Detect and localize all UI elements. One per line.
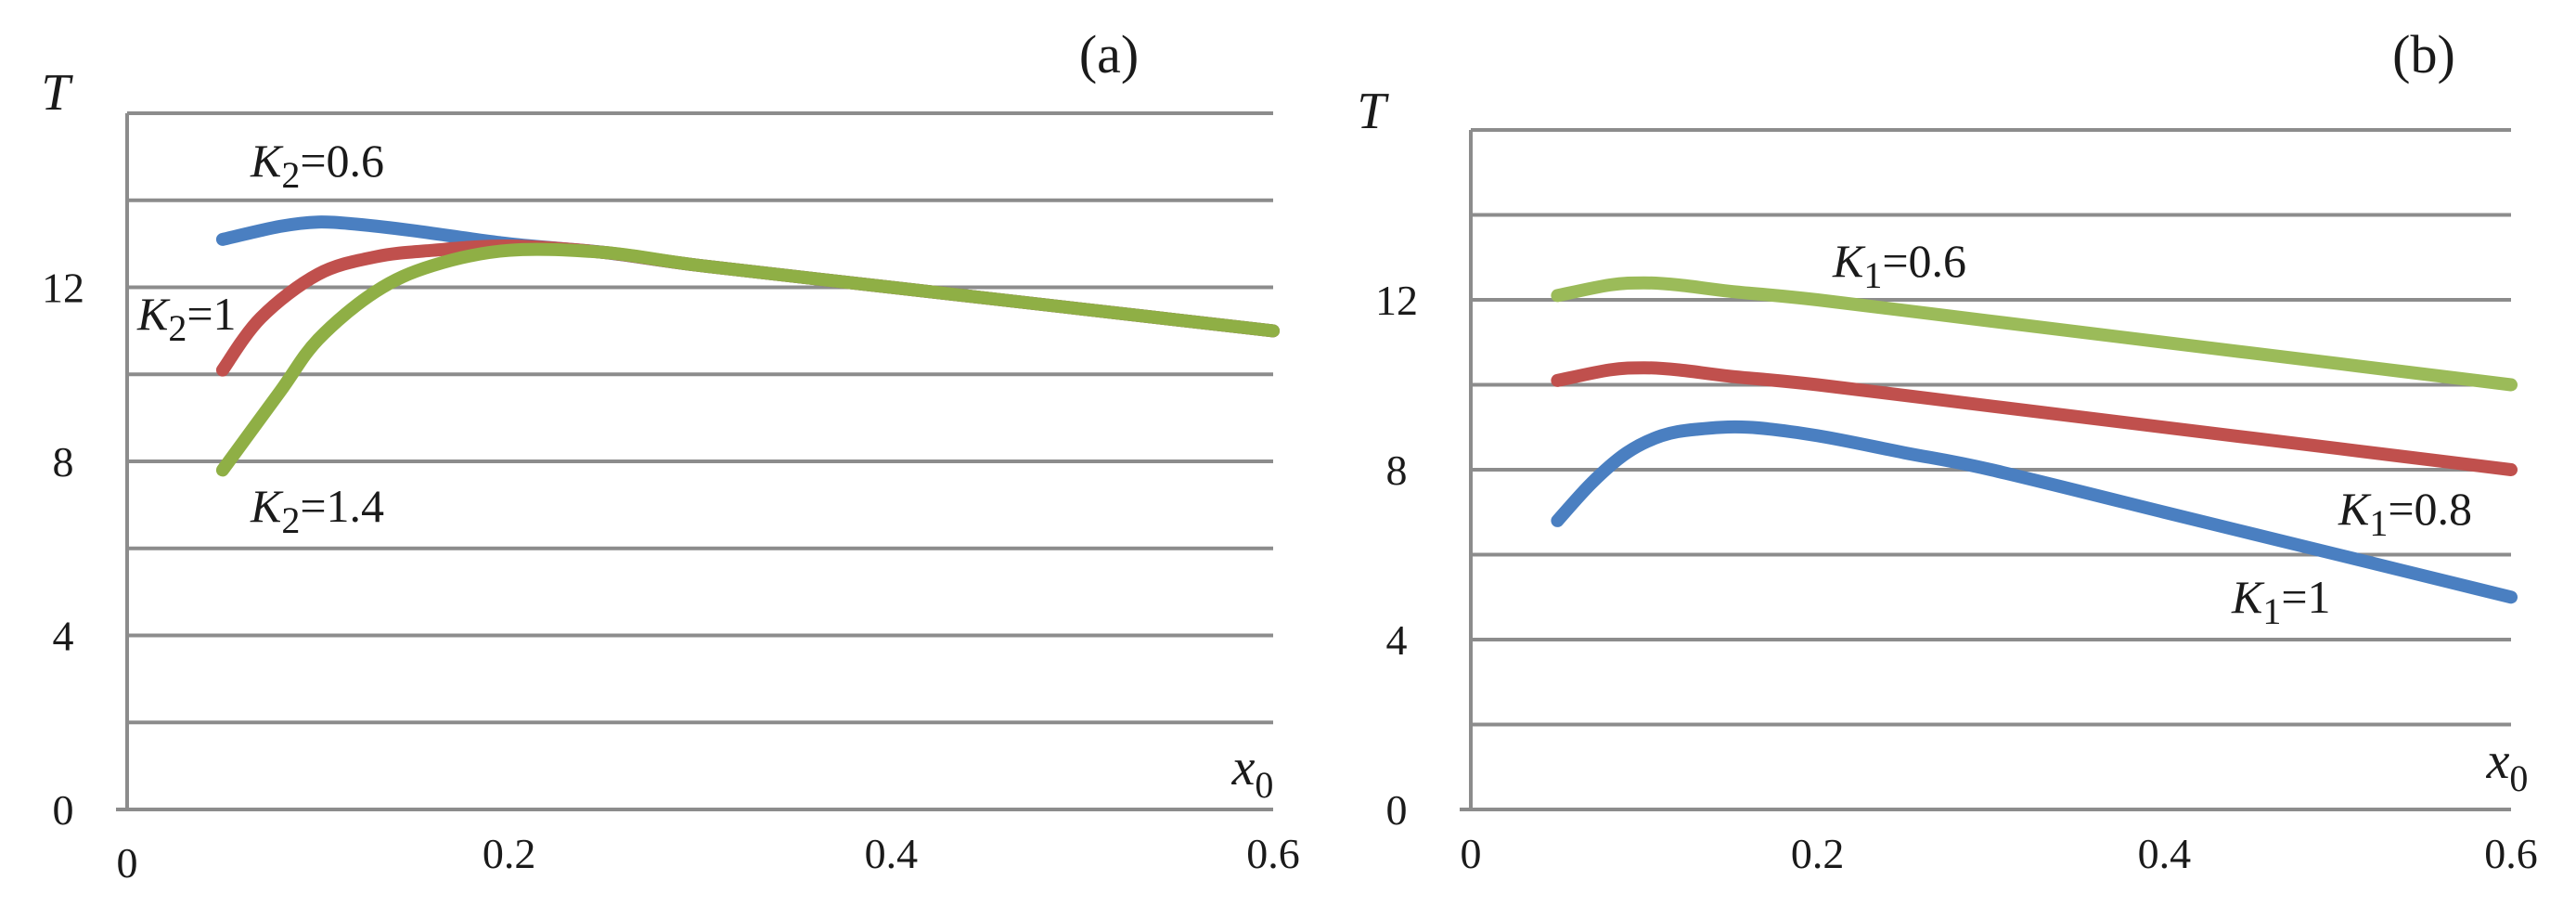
y-axis-title: T bbox=[41, 64, 73, 122]
series-line-k2-1.4 bbox=[215, 242, 1280, 477]
series-annotation: K1=0.6 bbox=[1832, 235, 1966, 296]
panel-label: (a) bbox=[1079, 24, 1139, 84]
x-tick-label: 0.2 bbox=[1791, 830, 1845, 877]
series-annotation: K2=0.6 bbox=[250, 135, 384, 196]
x-tick-label: 0.6 bbox=[2484, 830, 2538, 877]
series-annotation: K2=1.4 bbox=[250, 480, 384, 541]
y-tick-label: 4 bbox=[53, 613, 74, 660]
x-axis-title: x0 bbox=[1231, 739, 1274, 806]
y-tick-label: 4 bbox=[1386, 616, 1408, 664]
x-axis-title: x0 bbox=[2486, 732, 2529, 799]
series-annotation: K1=1 bbox=[2231, 571, 2331, 632]
x-tick-label: 0 bbox=[1461, 830, 1482, 877]
y-tick-label: 12 bbox=[1375, 277, 1418, 324]
series-annotation: K2=1 bbox=[136, 288, 237, 349]
x-tick-label: 0.6 bbox=[1246, 830, 1300, 877]
series-annotation: K1=0.8 bbox=[2338, 483, 2472, 544]
x-tick-label: 0.4 bbox=[865, 830, 919, 877]
panel-label: (b) bbox=[2392, 24, 2455, 84]
y-tick-label: 0 bbox=[1386, 786, 1408, 834]
series-line-k1-0.8 bbox=[1551, 361, 2518, 476]
y-tick-label: 8 bbox=[1386, 447, 1408, 494]
y-tick-label: 8 bbox=[53, 438, 74, 485]
chart-panel-a: 0 4 8 12 0 0.2 0.4 0.6 Tx0 (a) K2=0.6 K2=1 K2=1.4 bbox=[41, 24, 1299, 887]
y-tick-label: 0 bbox=[53, 786, 74, 834]
y-tick-label: 12 bbox=[42, 265, 84, 312]
x-tick-label: 0.4 bbox=[2138, 830, 2192, 877]
y-axis-title: T bbox=[1357, 83, 1389, 140]
series-line-k1-0.6 bbox=[1551, 276, 2518, 392]
chart-panel-b: 0 4 8 12 0 0.2 0.4 0.6 Tx0 (b) K1=0.6 K1=0.8K1=1 bbox=[1357, 24, 2537, 877]
x-tick-label: 0 bbox=[117, 839, 138, 887]
x-tick-label: 0.2 bbox=[483, 830, 536, 877]
series-line-k1-1 bbox=[1551, 420, 2518, 604]
